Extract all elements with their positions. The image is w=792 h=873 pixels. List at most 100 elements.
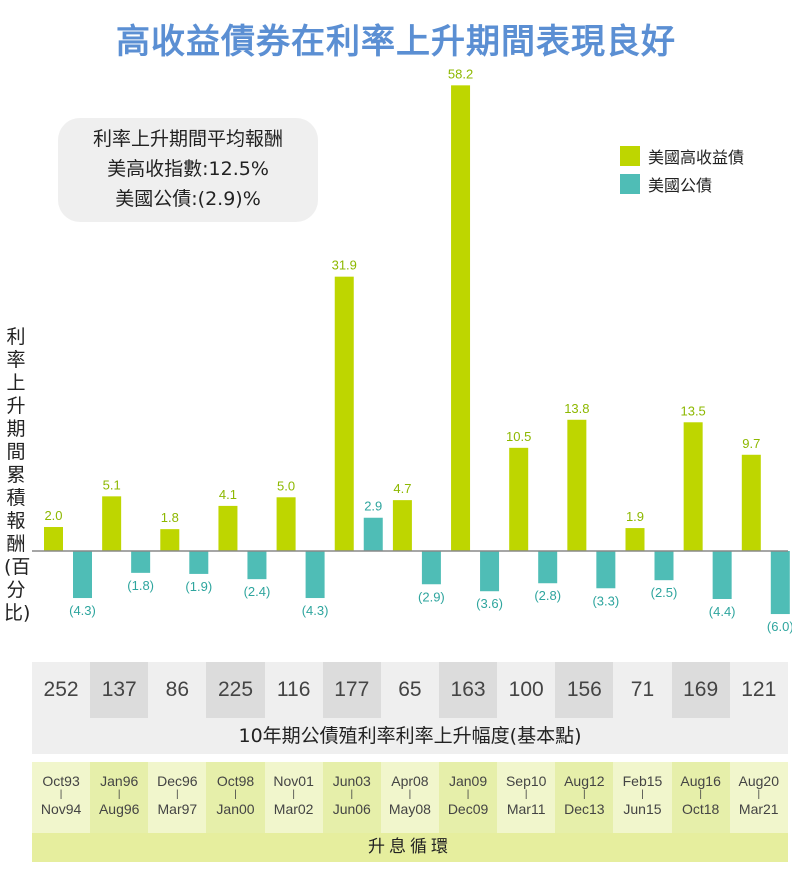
cycle-separator: | bbox=[117, 789, 121, 800]
cycle-cell: Jan96 | Aug96 bbox=[90, 762, 149, 833]
cycle-end: Mar02 bbox=[273, 801, 314, 817]
high-yield-bar bbox=[683, 422, 703, 551]
treasury-bar bbox=[247, 551, 267, 580]
bps-cell: 177 bbox=[322, 662, 381, 718]
data-label: (4.4) bbox=[709, 604, 736, 619]
cycle-separator: | bbox=[466, 789, 470, 800]
data-label: (3.6) bbox=[476, 596, 503, 611]
treasury-bar bbox=[421, 551, 441, 585]
cycle-end: Mar97 bbox=[157, 801, 198, 817]
cycle-start: Jan96 bbox=[100, 773, 139, 789]
legend-item-high-yield: 美國高收益債 bbox=[620, 142, 744, 170]
data-label: 2.0 bbox=[44, 508, 62, 523]
treasury-bar bbox=[596, 551, 616, 589]
cycle-start: Aug16 bbox=[680, 773, 721, 789]
cycle-cell: Aug12 | Dec13 bbox=[555, 762, 614, 833]
legend: 美國高收益債 美國公債 bbox=[620, 142, 744, 198]
cycle-start: Apr08 bbox=[391, 773, 429, 789]
cycle-cell: Aug20 | Mar21 bbox=[729, 762, 788, 833]
legend-label: 美國高收益債 bbox=[648, 148, 745, 167]
treasury-bar bbox=[654, 551, 674, 581]
cycle-cell: Oct98 | Jan00 bbox=[206, 762, 265, 833]
cycle-start: Feb15 bbox=[622, 773, 663, 789]
cycle-end: Dec13 bbox=[564, 801, 605, 817]
data-label: 4.1 bbox=[219, 487, 237, 502]
cycle-start: Aug20 bbox=[738, 773, 779, 789]
data-label: 5.0 bbox=[277, 478, 295, 493]
treasury-bar bbox=[305, 551, 325, 599]
cycle-separator: | bbox=[408, 789, 412, 800]
chart-title: 高收益債券在利率上升期間表現良好 bbox=[116, 22, 676, 62]
data-label: 10.5 bbox=[506, 429, 531, 444]
bps-cell: 137 bbox=[90, 662, 149, 718]
cycle-end: Jan00 bbox=[216, 801, 255, 817]
treasury-bar bbox=[131, 551, 151, 573]
note-heading: 利率上升期間平均報酬 bbox=[92, 128, 283, 150]
cycle-end: Jun15 bbox=[623, 801, 662, 817]
note-line-high-yield: 美高收指數:12.5% bbox=[107, 158, 269, 180]
bps-label: 10年期公債殖利率利率上升幅度(基本點) bbox=[238, 725, 582, 747]
high-yield-bar bbox=[741, 454, 761, 551]
cycle-end: May08 bbox=[388, 801, 431, 817]
cycle-end: Oct18 bbox=[681, 801, 720, 817]
treasury-bar bbox=[712, 551, 732, 599]
average-return-note: 利率上升期間平均報酬 美高收指數:12.5% 美國公債:(2.9)% bbox=[58, 118, 318, 222]
bps-cell: 71 bbox=[630, 678, 655, 701]
data-label: 1.9 bbox=[626, 509, 644, 524]
cycle-end: Nov94 bbox=[40, 801, 82, 817]
bps-cell: 86 bbox=[165, 678, 190, 701]
cycle-label: 升息循環 bbox=[32, 833, 788, 862]
data-label: 58.2 bbox=[448, 66, 473, 81]
cycle-separator: | bbox=[292, 789, 295, 800]
y-axis-label: 利率上升期間累積報酬(百分比) bbox=[4, 326, 31, 624]
treasury-bar bbox=[363, 517, 383, 551]
data-label: (2.5) bbox=[651, 585, 678, 600]
data-label: (4.3) bbox=[69, 603, 96, 618]
treasury-bar bbox=[770, 551, 790, 615]
cycle-start: Jun03 bbox=[332, 773, 371, 789]
cycle-start: Dec96 bbox=[157, 773, 198, 789]
data-label: 13.8 bbox=[564, 401, 589, 416]
cycle-end: Dec09 bbox=[447, 801, 489, 817]
high-yield-bar bbox=[451, 85, 471, 552]
high-yield-bar bbox=[567, 419, 587, 551]
legend-swatch bbox=[620, 174, 640, 194]
data-label: 1.8 bbox=[161, 510, 179, 525]
bps-cell: 252 bbox=[43, 678, 79, 701]
data-label: 5.1 bbox=[103, 477, 121, 492]
high-yield-bar bbox=[218, 505, 238, 551]
cycle-start: Sep10 bbox=[505, 773, 547, 789]
bps-cell: 65 bbox=[398, 678, 422, 701]
cycle-cell: Apr08 | May08 bbox=[380, 762, 439, 833]
note-line-treasury: 美國公債:(2.9)% bbox=[115, 188, 261, 210]
bps-cell: 100 bbox=[508, 678, 544, 701]
high-yield-bar bbox=[102, 496, 122, 551]
legend-swatch bbox=[620, 146, 640, 166]
high-yield-bar bbox=[509, 447, 529, 551]
high-yield-bar bbox=[44, 527, 63, 551]
treasury-bar bbox=[73, 551, 92, 599]
cycle-end: Jun06 bbox=[332, 801, 371, 817]
cycle-separator: | bbox=[757, 789, 761, 800]
treasury-bar bbox=[480, 551, 500, 592]
cycle-cell: Jun03 | Jun06 bbox=[322, 762, 381, 833]
cycle-end: Mar21 bbox=[738, 801, 779, 817]
high-yield-bar bbox=[160, 529, 180, 551]
data-label: 13.5 bbox=[680, 403, 705, 418]
data-label: (2.4) bbox=[244, 584, 271, 599]
cycle-cell: Feb15 | Jun15 bbox=[613, 762, 672, 833]
cycle-cell: Oct93 | Nov94 bbox=[32, 762, 91, 833]
cycle-start: Oct93 bbox=[42, 773, 80, 789]
data-label: 9.7 bbox=[742, 436, 760, 451]
cycle-end: Aug96 bbox=[98, 801, 140, 817]
bps-cell: 121 bbox=[741, 678, 777, 701]
data-label: (1.9) bbox=[185, 579, 212, 594]
cycle-start: Jan09 bbox=[448, 773, 488, 789]
cycle-separator: | bbox=[234, 789, 237, 800]
data-label: (4.3) bbox=[302, 603, 329, 618]
cycle-table: Oct93 | Nov94 Jan96 | Aug96 Dec96 | Mar97 Oct98 | J… bbox=[32, 762, 788, 862]
data-label: 4.7 bbox=[393, 481, 411, 496]
cycle-cell: Jan09 | Dec09 bbox=[438, 762, 498, 833]
cycle-start: Oct98 bbox=[216, 773, 255, 789]
